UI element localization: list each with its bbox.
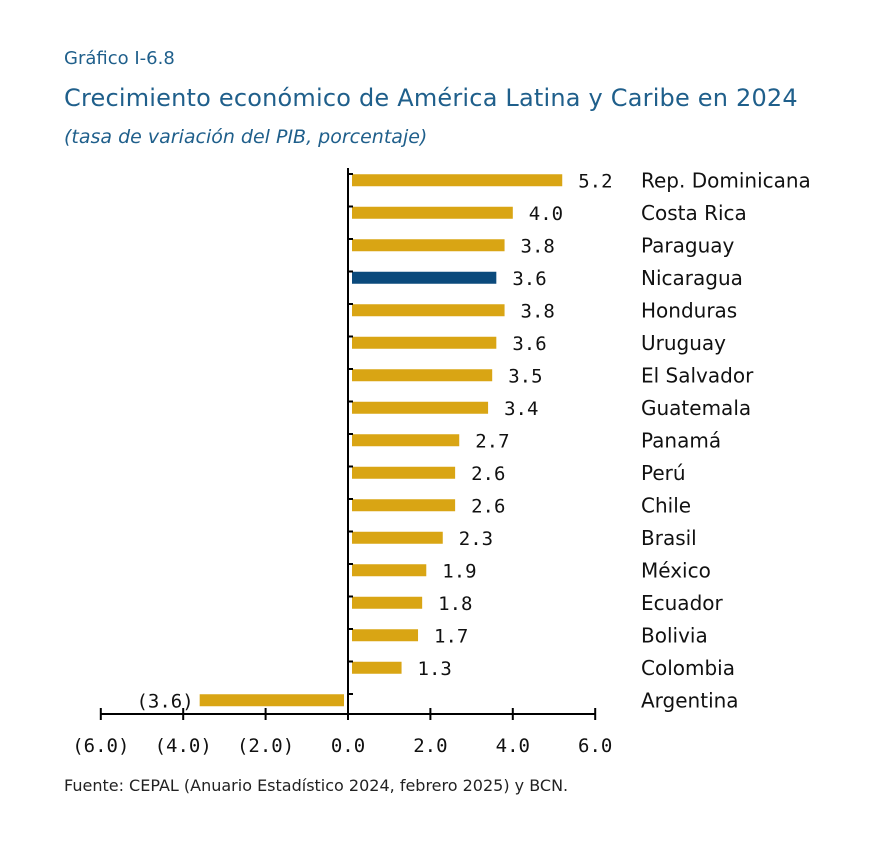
category-label-0: Rep. Dominicana: [641, 168, 811, 192]
value-label-3: 3.6: [512, 268, 546, 290]
bar-2: [352, 239, 505, 252]
bar-3: [352, 271, 497, 284]
category-label-3: Nicaragua: [641, 266, 743, 290]
value-label-15: 1.3: [418, 658, 452, 680]
value-label-6: 3.5: [508, 365, 542, 387]
bar-16: [199, 694, 344, 707]
category-label-5: Uruguay: [641, 331, 726, 355]
category-label-15: Colombia: [641, 656, 735, 680]
x-tick-label-1: (4.0): [155, 735, 212, 757]
category-label-10: Chile: [641, 493, 691, 517]
x-tick-label-0: (6.0): [72, 735, 129, 757]
category-label-12: México: [641, 558, 711, 582]
bar-12: [352, 564, 427, 577]
value-label-0: 5.2: [578, 170, 612, 192]
bar-15: [352, 661, 402, 674]
x-tick-label-6: 6.0: [578, 735, 612, 757]
value-label-4: 3.8: [521, 300, 555, 322]
category-label-11: Brasil: [641, 526, 697, 550]
bar-4: [352, 304, 505, 317]
x-tick-label-2: (2.0): [237, 735, 294, 757]
bar-13: [352, 596, 423, 609]
value-label-1: 4.0: [529, 203, 563, 225]
value-label-10: 2.6: [471, 495, 505, 517]
bar-6: [352, 369, 493, 382]
value-label-9: 2.6: [471, 463, 505, 485]
bar-8: [352, 434, 460, 447]
x-tick-label-3: 0.0: [331, 735, 365, 757]
value-label-12: 1.9: [442, 560, 476, 582]
bar-10: [352, 499, 456, 512]
value-label-5: 3.6: [512, 333, 546, 355]
category-label-1: Costa Rica: [641, 201, 747, 225]
chart-title: Crecimiento económico de América Latina …: [64, 84, 798, 112]
value-label-13: 1.8: [438, 593, 472, 615]
chart-subtitle: (tasa de variación del PIB, porcentaje): [64, 126, 428, 148]
chart-kicker: Gráfico I-6.8: [64, 48, 175, 69]
value-label-11: 2.3: [459, 528, 493, 550]
x-tick-label-5: 4.0: [496, 735, 530, 757]
bar-5: [352, 336, 497, 349]
value-label-2: 3.8: [521, 235, 555, 257]
bar-7: [352, 401, 489, 414]
category-label-13: Ecuador: [641, 591, 723, 615]
value-label-7: 3.4: [504, 398, 538, 420]
category-label-4: Honduras: [641, 298, 737, 322]
x-tick-label-4: 2.0: [413, 735, 447, 757]
bar-9: [352, 466, 456, 479]
category-label-14: Bolivia: [641, 623, 708, 647]
category-label-9: Perú: [641, 461, 686, 485]
category-label-7: Guatemala: [641, 396, 751, 420]
bar-0: [352, 174, 563, 187]
category-label-2: Paraguay: [641, 233, 735, 257]
category-label-8: Panamá: [641, 428, 721, 452]
category-label-16: Argentina: [641, 688, 739, 712]
category-label-6: El Salvador: [641, 363, 754, 387]
value-label-14: 1.7: [434, 625, 468, 647]
bar-14: [352, 629, 419, 642]
value-label-8: 2.7: [475, 430, 509, 452]
chart-source: Fuente: CEPAL (Anuario Estadístico 2024,…: [64, 776, 569, 795]
value-label-16: (3.6): [136, 690, 193, 712]
bar-11: [352, 531, 443, 544]
bar-1: [352, 206, 513, 219]
